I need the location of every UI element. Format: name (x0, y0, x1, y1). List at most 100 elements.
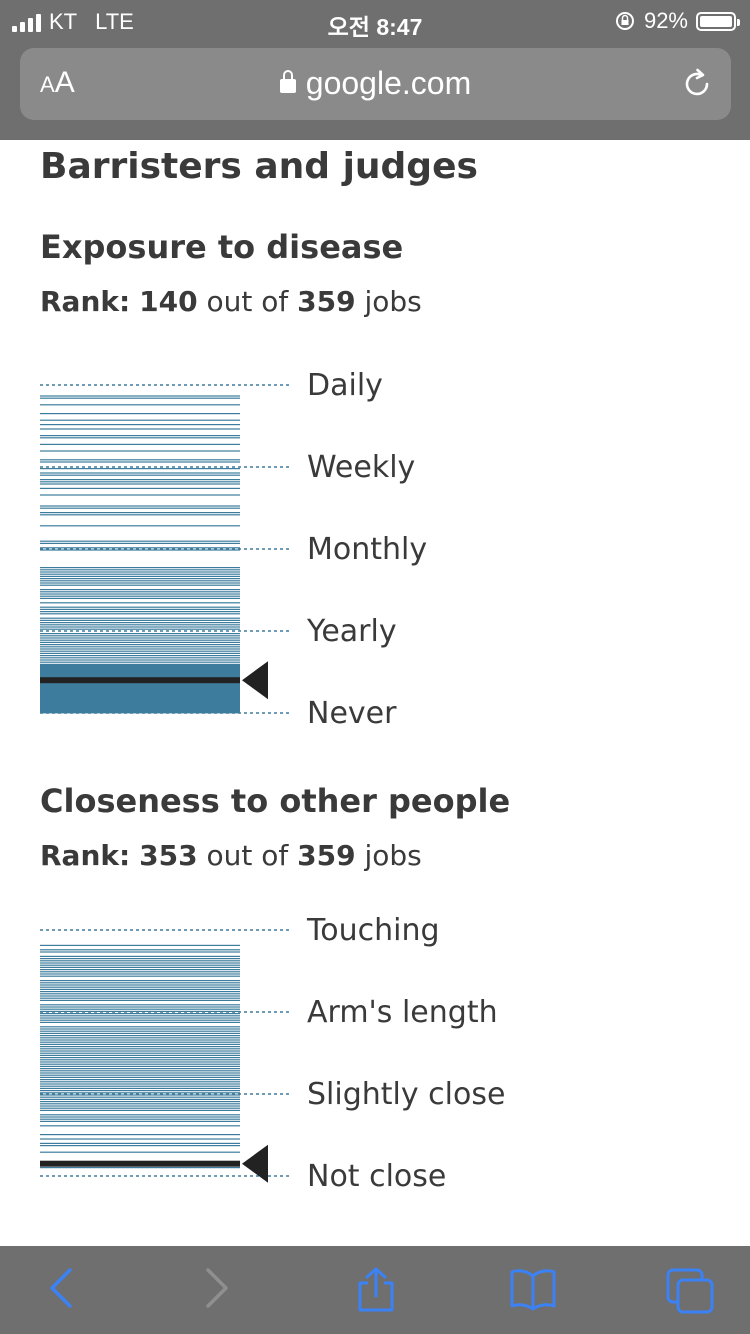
rank-label: Rank: (40, 285, 131, 318)
distribution-stripe (40, 993, 240, 995)
distribution-stripe (40, 525, 240, 527)
distribution-stripe (40, 608, 240, 610)
back-icon[interactable] (44, 1266, 78, 1310)
distribution-stripe (40, 1081, 240, 1083)
distribution-stripe (40, 481, 240, 483)
tabs-icon[interactable] (664, 1266, 716, 1316)
distribution-stripe (40, 661, 240, 663)
distribution-stripe (40, 1010, 240, 1012)
distribution-stripe (40, 1085, 240, 1087)
distribution-stripe (40, 591, 240, 593)
distribution-stripe (40, 622, 240, 624)
distribution-stripe (40, 1061, 240, 1063)
distribution-stripe (40, 1054, 240, 1056)
rank-line-closeness: Rank: 353 out of 359 jobs (40, 839, 422, 872)
distribution-stripe (40, 1021, 240, 1023)
distribution-stripe (40, 637, 240, 639)
distribution-stripe (40, 648, 240, 650)
distribution-stripe (40, 988, 240, 990)
distribution-stripe (40, 1015, 240, 1017)
distribution-stripe (40, 1079, 240, 1081)
distribution-stripe (40, 540, 240, 542)
distribution-block (40, 665, 240, 713)
distribution-stripe (40, 1043, 240, 1045)
distribution-stripe (40, 573, 240, 575)
closeness-chart: Touching Arm's length Slightly close Not cl… (40, 913, 505, 1194)
distribution-stripe (40, 1114, 240, 1116)
distribution-stripe (40, 479, 240, 481)
distribution-stripe (40, 958, 240, 960)
distribution-stripe (40, 1030, 240, 1032)
distribution-stripe (40, 1092, 240, 1094)
level-label: Weekly (307, 450, 415, 485)
reload-icon[interactable] (679, 66, 715, 102)
distribution-stripe (40, 1065, 240, 1067)
distribution-stripe (40, 1017, 240, 1019)
section-heading-exposure: Exposure to disease (40, 228, 404, 266)
distribution-stripe (40, 984, 240, 986)
rank-jobs: jobs (364, 285, 422, 318)
distribution-stripe (40, 960, 240, 962)
page-title: Barristers and judges (40, 146, 478, 187)
distribution-stripe (40, 624, 240, 626)
status-left: KT LTE (12, 9, 134, 35)
bookmarks-icon[interactable] (508, 1266, 558, 1312)
share-icon[interactable] (355, 1266, 397, 1314)
distribution-stripe (40, 606, 240, 608)
battery-icon (696, 11, 740, 31)
distribution-stripe (40, 1125, 240, 1127)
rank-total: 359 (297, 285, 356, 318)
distribution-stripe (40, 639, 240, 641)
distribution-stripe (40, 1076, 240, 1078)
level-label: Daily (307, 368, 383, 403)
distribution-stripe (40, 468, 240, 470)
distribution-stripe (40, 619, 240, 621)
distribution-stripe (40, 1151, 240, 1153)
distribution-stripe (40, 628, 240, 630)
carrier-label: KT (49, 9, 78, 34)
distribution-stripe (40, 633, 240, 635)
rank-jobs: jobs (364, 839, 422, 872)
distribution-stripe (40, 474, 240, 476)
distribution-stripe (40, 991, 240, 993)
distribution-stripe (40, 999, 240, 1001)
job-marker-line (40, 1160, 240, 1167)
browser-toolbar (0, 1246, 750, 1334)
distribution-stripe (40, 650, 240, 652)
distribution-stripe (40, 404, 240, 406)
distribution-stripe (40, 966, 240, 968)
level-label: Arm's length (307, 995, 498, 1030)
level-label: Slightly close (307, 1077, 505, 1112)
text-size-button[interactable]: AA (40, 66, 75, 99)
level-label: Yearly (306, 614, 397, 649)
distribution-stripe (40, 1094, 240, 1096)
distribution-stripe (40, 595, 240, 597)
distribution-stripe (40, 1074, 240, 1076)
distribution-stripe (40, 1041, 240, 1043)
browser-chrome: AA google.com (0, 44, 750, 140)
forward-icon[interactable] (200, 1266, 234, 1310)
distribution-stripe (40, 1028, 240, 1030)
distribution-stripe (40, 1107, 240, 1109)
distribution-stripe (40, 1059, 240, 1061)
distribution-stripe (40, 1004, 240, 1006)
distribution-stripe (40, 514, 240, 516)
distribution-stripe (40, 1013, 240, 1015)
exposure-chart: Daily Weekly Monthly Yearly Never (40, 368, 427, 731)
distribution-stripe (40, 1098, 240, 1100)
distribution-stripe (40, 997, 240, 999)
distribution-stripe (40, 971, 240, 973)
lock-icon (279, 70, 296, 93)
clock: 오전 8:47 (327, 14, 423, 40)
address-bar[interactable]: AA google.com (20, 48, 731, 120)
rank-out-of: out of (206, 839, 289, 872)
url-field[interactable]: google.com (20, 65, 731, 102)
distribution-stripe (40, 542, 240, 544)
distribution-stripe (40, 949, 240, 951)
distribution-stripe (40, 1087, 240, 1089)
distribution-stripe (40, 1142, 240, 1144)
distribution-stripe (40, 644, 240, 646)
battery-percent: 92% (643, 8, 688, 33)
distribution-stripe (40, 1105, 240, 1107)
distribution-stripe (40, 1096, 240, 1098)
